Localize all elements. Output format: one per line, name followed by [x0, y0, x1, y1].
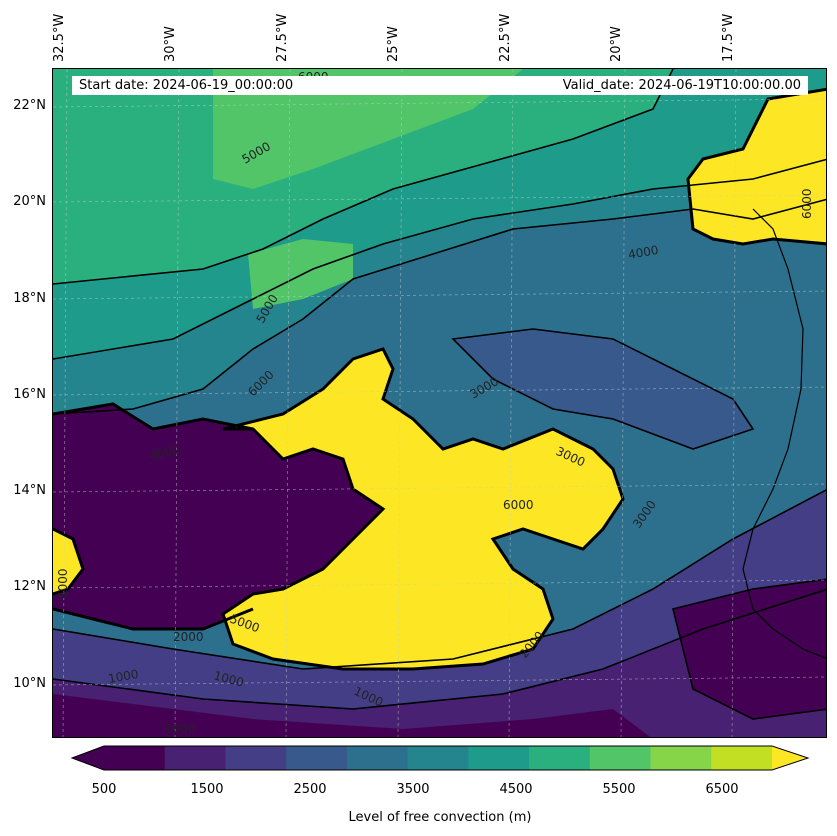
field-south-deep2	[53, 694, 651, 737]
lon-label-22.5w: 22.5°W	[498, 13, 513, 62]
colorbar-tick-label: 4500	[499, 782, 533, 797]
lon-label-20w: 20°W	[609, 26, 624, 62]
field-w-purple	[53, 404, 383, 629]
colorbar-outline	[70, 745, 810, 771]
colorbar-tick-label: 1500	[190, 782, 224, 797]
colorbar-tick-label: 500	[91, 782, 117, 797]
valid-date-label: Valid_date: 2024-06-19T10:00:00.00	[562, 78, 801, 93]
colorbar-segment	[164, 746, 226, 770]
field-center-yellow	[223, 349, 623, 669]
lat-label-12n: 12°N	[13, 579, 46, 594]
contour-label: 1000	[107, 667, 140, 686]
lon-label-25w: 25°W	[386, 26, 401, 62]
convection-map: 5000 5000 4000 6000 3000 3000 3000 6000 …	[53, 69, 826, 737]
colorbar-segment	[650, 746, 712, 770]
contour-label: 1000	[165, 722, 196, 736]
colorbar-tick-label: 6500	[705, 782, 739, 797]
map-panel: 5000 5000 4000 6000 3000 3000 3000 6000 …	[52, 68, 827, 738]
date-header-box	[72, 76, 808, 95]
start-date-label: Start date: 2024-06-19_00:00:00	[79, 78, 294, 93]
coastline	[742, 208, 826, 659]
contour-label: 6000	[56, 568, 70, 599]
colorbar-tick-label: 5500	[602, 782, 636, 797]
colorbar-segments	[72, 746, 808, 770]
contour-label: 4000	[627, 243, 660, 262]
colorbar-tick-label: 2500	[293, 782, 327, 797]
field-north-green2	[53, 69, 673, 284]
colorbar-segment	[225, 746, 287, 770]
gridlines	[53, 69, 826, 737]
field-center-blue	[453, 329, 753, 449]
lat-label-16n: 16°N	[13, 387, 46, 402]
colorbar-extend-min	[72, 746, 104, 770]
lat-label-20n: 20°N	[13, 194, 46, 209]
colorbar-segment	[589, 746, 652, 770]
colorbar-segment	[346, 746, 409, 770]
colorbar-segment	[529, 746, 591, 770]
colorbar-segment	[468, 746, 530, 770]
field-w-green	[248, 239, 353, 309]
lon-label-17.5w: 17.5°W	[721, 13, 736, 62]
contour-label: 6000	[800, 188, 814, 219]
field-south-deep	[673, 579, 826, 719]
lat-label-22n: 22°N	[13, 98, 46, 113]
colorbar-segment	[407, 746, 469, 770]
lon-label-32.5w: 32.5°W	[52, 13, 67, 62]
lat-label-10n: 10°N	[13, 676, 46, 691]
colorbar-tick-label: 3500	[396, 782, 430, 797]
lat-label-18n: 18°N	[13, 291, 46, 306]
colorbar-segment	[711, 746, 773, 770]
field-north-green3	[213, 69, 523, 189]
field-ne-yellow	[688, 89, 826, 244]
colorbar-extend-max	[772, 746, 808, 770]
contour-label: 2000	[173, 630, 204, 644]
contour-thick	[53, 87, 826, 671]
lat-label-14n: 14°N	[13, 483, 46, 498]
contour-lines	[53, 69, 826, 720]
colorbar-segment	[104, 746, 166, 770]
colorbar-segment	[286, 746, 348, 770]
colorbar-label: Level of free convection (m)	[348, 810, 532, 825]
lon-label-27.5w: 27.5°W	[275, 13, 290, 62]
contour-label: 6000	[503, 498, 534, 512]
colorbar	[70, 745, 810, 771]
lon-label-30w: 30°W	[163, 26, 178, 62]
field-south-darkpurple	[53, 589, 826, 737]
